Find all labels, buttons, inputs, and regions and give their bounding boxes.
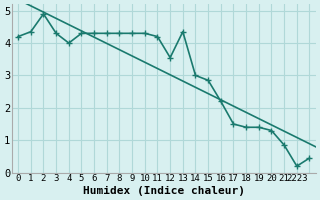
X-axis label: Humidex (Indice chaleur): Humidex (Indice chaleur) bbox=[83, 186, 245, 196]
